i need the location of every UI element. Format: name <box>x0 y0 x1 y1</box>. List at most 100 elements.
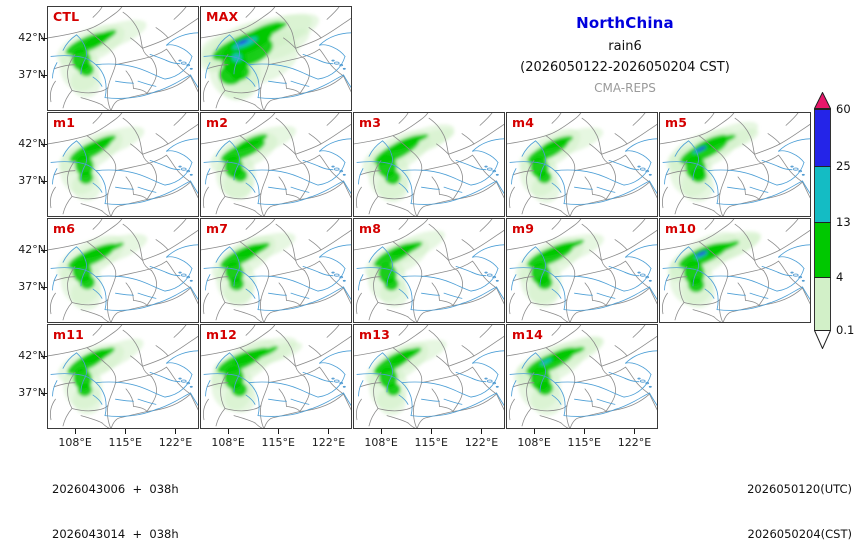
map-canvas-m1 <box>48 113 198 216</box>
map-panel-m10[interactable]: m10 <box>659 218 811 323</box>
y-axis-tick <box>41 355 47 357</box>
map-canvas-m10 <box>660 219 810 322</box>
map-canvas-m14 <box>507 325 657 428</box>
x-axis-label: 108°E <box>364 436 398 449</box>
panel-label-m2: m2 <box>206 115 229 130</box>
colorbar-under-arrow <box>814 330 831 349</box>
panel-label-m10: m10 <box>665 221 697 236</box>
admin-boundaries <box>48 113 198 216</box>
colorbar-over-arrow <box>814 92 831 109</box>
x-axis-tick <box>175 429 177 434</box>
panel-label-m5: m5 <box>665 115 688 130</box>
y-axis-tick <box>41 287 47 289</box>
footer-valid-times: 2026050120(UTC) 2026050204(CST) <box>747 452 852 557</box>
map-canvas-m2 <box>201 113 351 216</box>
map-canvas-ctl <box>48 7 198 110</box>
x-axis-label: 115°E <box>414 436 448 449</box>
hydrography <box>50 244 198 311</box>
map-panel-m12[interactable]: m12 <box>200 324 352 429</box>
precip-field <box>210 125 297 200</box>
panel-label-m14: m14 <box>512 327 544 342</box>
admin-boundaries <box>660 113 810 216</box>
colorbar: 60 25 13 4 0.1 <box>806 92 860 354</box>
variable-title: rain6 <box>608 39 642 54</box>
hydrography <box>356 138 504 205</box>
map-panel-m9[interactable]: m9 <box>506 218 658 323</box>
x-axis-tick <box>228 429 230 434</box>
x-axis-tick <box>328 429 330 434</box>
hydrography <box>50 32 198 99</box>
panel-label-m4: m4 <box>512 115 535 130</box>
map-panel-m8[interactable]: m8 <box>353 218 505 323</box>
map-canvas-m5 <box>660 113 810 216</box>
hydrography <box>203 138 351 205</box>
precip-field <box>57 338 144 415</box>
panel-label-m12: m12 <box>206 327 238 342</box>
hydrography <box>50 350 198 417</box>
footer-init-times: 2026043006 + 038h 2026043014 + 038h <box>52 452 179 557</box>
panel-label-m8: m8 <box>359 221 382 236</box>
x-axis-tick <box>278 429 280 434</box>
x-axis-tick <box>634 429 636 434</box>
x-axis-label: 108°E <box>517 436 551 449</box>
footer-right-line2: 2026050204(CST) <box>747 527 853 541</box>
map-panel-ctl[interactable]: CTL <box>47 6 199 111</box>
y-axis-tick <box>41 393 47 395</box>
x-axis-label: 122°E <box>158 436 193 449</box>
panel-label-m9: m9 <box>512 221 535 236</box>
panel-label-m13: m13 <box>359 327 391 342</box>
y-axis-tick <box>41 249 47 251</box>
footer-left-line2: 2026043014 + 038h <box>52 527 179 541</box>
map-panel-m6[interactable]: m6 <box>47 218 199 323</box>
panel-label-m1: m1 <box>53 115 76 130</box>
x-axis-tick <box>584 429 586 434</box>
y-axis-label: 37°N <box>18 386 46 400</box>
map-panel-m4[interactable]: m4 <box>506 112 658 217</box>
hydrography <box>356 244 504 311</box>
colorbar-label-13: 13 <box>836 215 851 229</box>
precip-field <box>365 339 447 416</box>
x-axis-label: 115°E <box>567 436 601 449</box>
map-canvas-m3 <box>354 113 504 216</box>
y-axis-label: 37°N <box>18 68 46 82</box>
hydrography <box>662 138 810 205</box>
hydrography <box>509 244 657 311</box>
map-canvas-m7 <box>201 219 351 322</box>
x-axis-tick <box>534 429 536 434</box>
hydrography <box>662 244 810 311</box>
hydrography <box>356 350 504 417</box>
admin-boundaries <box>507 219 657 322</box>
colorbar-label-25: 25 <box>836 159 851 173</box>
colorbar-band-25-60 <box>814 109 831 166</box>
map-panel-m3[interactable]: m3 <box>353 112 505 217</box>
admin-boundaries <box>48 7 198 110</box>
map-panel-m1[interactable]: m1 <box>47 112 199 217</box>
hydrography <box>50 138 198 205</box>
panel-label-m6: m6 <box>53 221 76 236</box>
map-panel-m5[interactable]: m5 <box>659 112 811 217</box>
y-axis-tick <box>41 181 47 183</box>
panel-label-m3: m3 <box>359 115 382 130</box>
map-panel-max[interactable]: MAX <box>200 6 352 111</box>
panel-label-m7: m7 <box>206 221 229 236</box>
map-panel-m11[interactable]: m11 <box>47 324 199 429</box>
title-block: NorthChina rain6 (2026050122-2026050204 … <box>460 14 790 95</box>
precip-field <box>56 233 148 311</box>
y-axis-label: 37°N <box>18 174 46 188</box>
colorbar-band-0.1-4 <box>814 277 831 330</box>
map-panel-m14[interactable]: m14 <box>506 324 658 429</box>
x-axis-label: 108°E <box>58 436 92 449</box>
y-axis-tick <box>41 143 47 145</box>
map-panel-m2[interactable]: m2 <box>200 112 352 217</box>
admin-boundaries <box>201 219 351 322</box>
colorbar-divider <box>814 222 831 223</box>
precip-field <box>58 126 145 202</box>
hydrography <box>509 350 657 417</box>
x-axis-label: 115°E <box>261 436 295 449</box>
map-panel-m7[interactable]: m7 <box>200 218 352 323</box>
map-canvas-m13 <box>354 325 504 428</box>
map-panel-m13[interactable]: m13 <box>353 324 505 429</box>
precip-field <box>519 127 604 203</box>
colorbar-divider <box>814 277 831 278</box>
colorbar-band-13-25 <box>814 166 831 222</box>
